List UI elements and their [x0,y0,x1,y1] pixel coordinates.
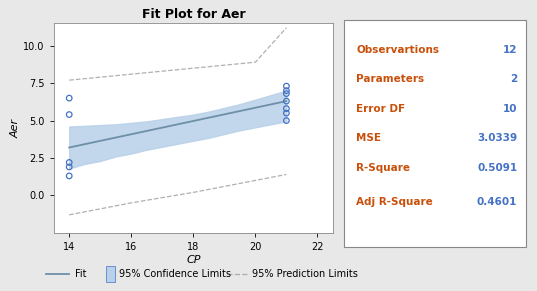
Text: 0.4601: 0.4601 [477,197,517,207]
Point [282,99,291,103]
Text: 95% Prediction Limits: 95% Prediction Limits [252,269,358,278]
Point [65,96,74,100]
Point [65,160,74,165]
Point [282,118,291,123]
Y-axis label: Aer: Aer [11,118,20,138]
FancyBboxPatch shape [344,20,526,247]
Point [282,106,291,111]
Text: 10: 10 [503,104,517,114]
Text: 12: 12 [503,45,517,55]
Text: MSE: MSE [357,133,381,143]
Text: R-Square: R-Square [357,163,410,173]
Point [282,88,291,93]
Text: 2: 2 [510,74,517,84]
Text: Parameters: Parameters [357,74,425,84]
Text: 3.0339: 3.0339 [477,133,517,143]
Text: 0.5091: 0.5091 [477,163,517,173]
Title: Fit Plot for Aer: Fit Plot for Aer [142,8,245,21]
Bar [106,266,115,282]
Point [65,112,74,117]
Text: Fit: Fit [75,269,86,278]
Text: 95% Confidence Limits: 95% Confidence Limits [119,269,231,278]
Point [282,91,291,96]
Text: Observartions: Observartions [357,45,439,55]
Point [282,111,291,116]
Text: Adj R-Square: Adj R-Square [357,197,433,207]
X-axis label: CP: CP [186,255,201,265]
Point [282,84,291,88]
Point [65,165,74,169]
Text: Error DF: Error DF [357,104,405,114]
Point [65,174,74,178]
